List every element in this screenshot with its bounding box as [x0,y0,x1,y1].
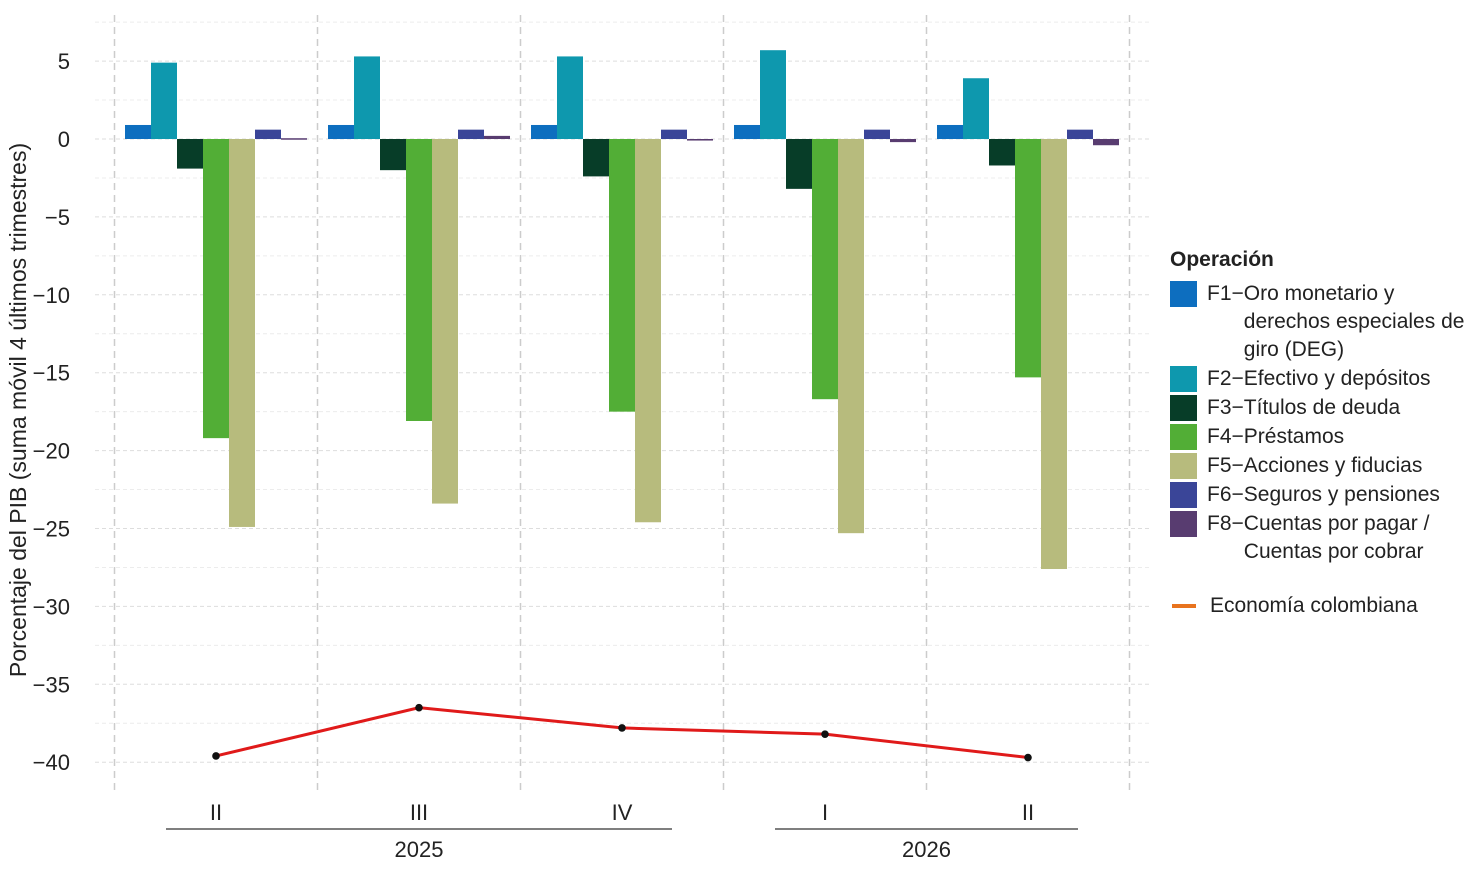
bar-f3 [177,139,203,169]
legend-code: F4− [1207,425,1244,448]
legend-code: F8− [1207,512,1244,535]
y-tick-label: −25 [33,517,70,542]
bar-f1 [328,124,354,139]
legend-item: F8− Cuentas por pagar / Cuentas por cobr… [1170,510,1475,566]
legend-label: Seguros y pensiones [1243,483,1440,506]
line-point [1024,753,1032,762]
legend-swatch-f6 [1170,482,1197,508]
legend-code: F5− [1207,454,1244,477]
bar-f2 [760,50,786,139]
bar-f8 [1093,139,1119,146]
legend-label: Préstamos [1243,425,1345,448]
bar-f2 [151,62,177,139]
bar-f1 [531,124,557,139]
y-tick-label: −10 [33,283,70,308]
y-axis-label: Porcentaje del PIB (suma móvil 4 últimos… [5,143,31,677]
legend-line-label: Economía colombiana [1210,594,1418,617]
bar-f8 [890,139,916,143]
line-point [618,724,626,732]
legend-title: Operación [1170,248,1274,271]
bar-f2 [557,56,583,140]
bar-f3 [583,139,609,177]
bar-f6 [255,129,281,139]
bar-f8 [281,138,307,140]
y-tick-label: −30 [33,594,70,619]
bar-f6 [864,129,890,139]
y-tick-label: −35 [33,672,70,697]
legend-line-swatch [1172,604,1196,608]
bar-f3 [786,139,812,189]
bar-f4 [812,139,838,400]
bar-f5 [432,139,458,504]
bar-f4 [609,139,635,412]
x-tick-label: II [1022,800,1034,825]
legend-label: Títulos de deuda [1243,396,1401,419]
x-tick-label: IV [612,800,633,825]
legend-code: F3− [1207,396,1244,419]
bar-f2 [354,56,380,140]
bar-f4 [1015,139,1041,378]
legend-swatch-f8 [1170,511,1197,537]
year-group-label: 2026 [902,837,951,862]
bar-f5 [229,139,255,527]
legend-item: F5− Acciones y fiducias [1170,452,1475,480]
bar-f3 [989,139,1015,166]
line-point [212,752,220,760]
legend-item: F4− Préstamos [1170,423,1475,451]
y-tick-label: 0 [58,127,70,152]
legend-label: Oro monetario y derechos especiales de g… [1243,282,1465,361]
bar-f1 [734,124,760,139]
legend-item: F1− Oro monetario y derechos especiales … [1170,280,1475,364]
y-tick-label: −40 [33,750,70,775]
line-economia-colombiana [215,706,1029,760]
legend-code: F6− [1207,483,1244,506]
bar-f5 [635,139,661,523]
legend-swatch-f4 [1170,424,1197,450]
legend-swatch-f5 [1170,453,1197,479]
legend-label: Efectivo y depósitos [1243,367,1431,390]
bar-f1 [937,124,963,139]
y-tick-label: −20 [33,439,70,464]
x-tick-label: II [210,800,222,825]
legend-code: F2− [1207,367,1244,390]
bar-f6 [661,129,687,139]
legend-swatch-f2 [1170,366,1197,392]
bar-f4 [406,139,432,421]
legend-item-line: Economía colombiana [1170,592,1475,620]
legend-label: Cuentas por pagar / Cuentas por cobrar [1243,512,1430,563]
legend-code: F1− [1207,282,1244,305]
bar-f8 [687,139,713,141]
bar-f5 [838,139,864,534]
line-point [415,703,423,712]
bar-f4 [203,139,229,439]
bar-f2 [963,78,989,139]
legend: Operación F1− Oro monetario y derechos e… [1170,248,1475,620]
legend-item: F6− Seguros y pensiones [1170,481,1475,509]
bar-f3 [380,139,406,171]
legend-item: F3− Títulos de deuda [1170,394,1475,422]
bar-f8 [484,135,510,139]
bar-f1 [125,124,151,139]
bar-f6 [458,129,484,139]
year-group-label: 2025 [395,837,444,862]
y-tick-label: −15 [33,361,70,386]
legend-label: Acciones y fiducias [1243,454,1423,477]
y-tick-label: 5 [58,49,70,74]
bar-f6 [1067,129,1093,139]
x-tick-label: I [822,800,828,825]
x-tick-label: III [410,800,428,825]
y-tick-label: −5 [45,205,70,230]
line-point [821,730,829,738]
bar-f5 [1041,139,1067,570]
legend-swatch-f3 [1170,395,1197,421]
legend-swatch-f1 [1170,281,1197,307]
legend-item: F2− Efectivo y depósitos [1170,365,1475,393]
